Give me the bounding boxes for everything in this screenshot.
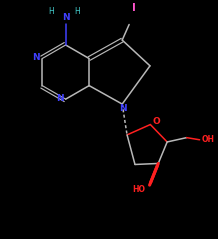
Text: H: H: [49, 7, 54, 16]
Text: N: N: [56, 94, 64, 103]
Text: I: I: [132, 3, 136, 13]
Text: N: N: [32, 53, 39, 62]
Text: N: N: [119, 104, 127, 113]
Text: H: H: [75, 7, 80, 16]
Text: O: O: [153, 117, 160, 126]
Text: OH: OH: [201, 135, 214, 144]
Text: HO: HO: [133, 185, 146, 194]
Text: N: N: [62, 13, 70, 22]
